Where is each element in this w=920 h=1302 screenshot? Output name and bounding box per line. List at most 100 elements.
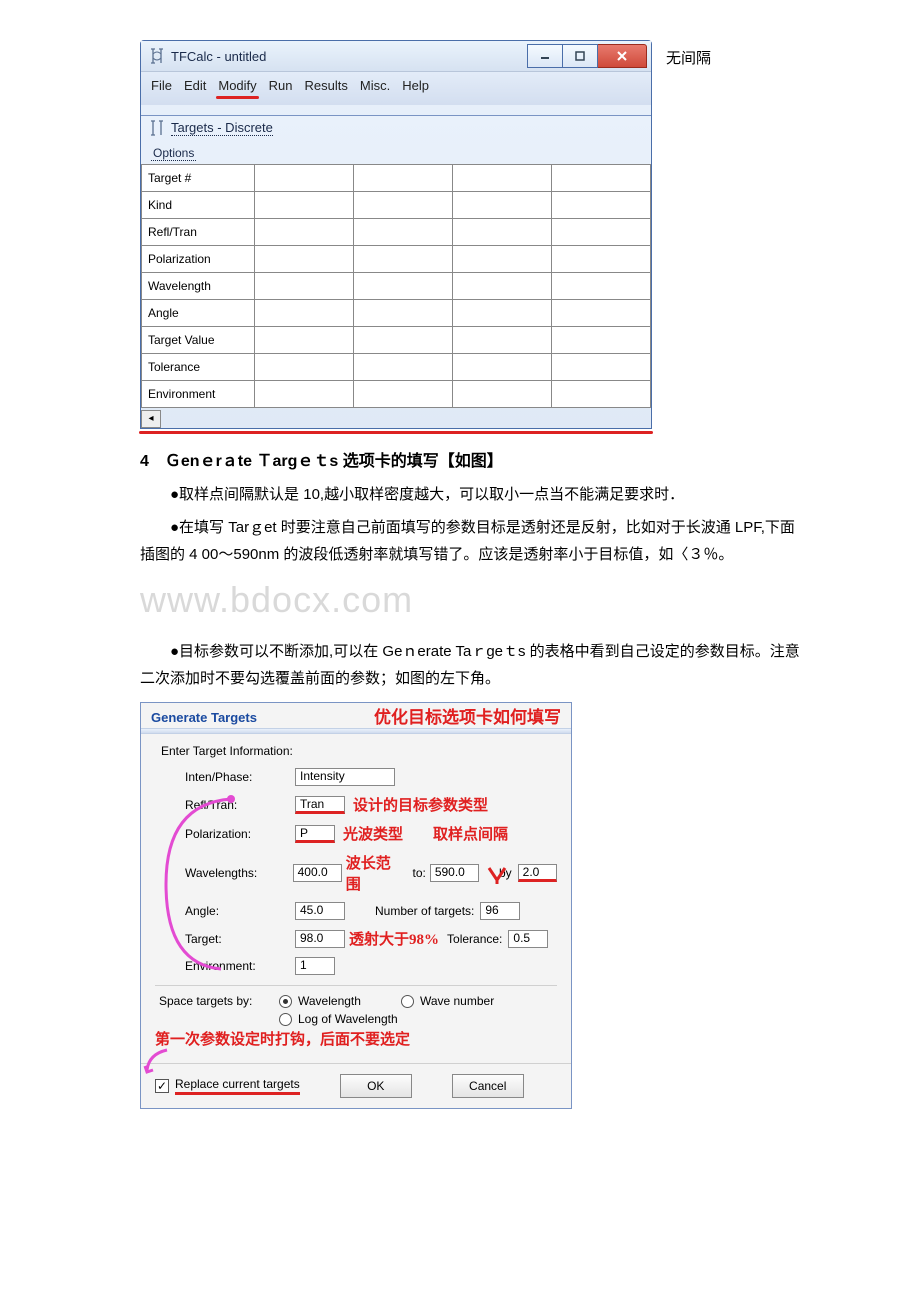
annotation: 取样点间隔 <box>433 823 508 844</box>
app-icon <box>149 48 165 64</box>
label: Environment: <box>155 959 295 973</box>
environment-field[interactable]: 1 <box>295 957 335 975</box>
table-cell[interactable] <box>552 219 651 246</box>
table-cell[interactable] <box>453 381 552 408</box>
menu-file[interactable]: File <box>151 78 172 93</box>
section-label: Enter Target Information: <box>161 744 557 758</box>
label: Wavelengths: <box>155 866 293 880</box>
radio-icon <box>401 995 414 1008</box>
cancel-button[interactable]: Cancel <box>452 1074 524 1098</box>
menu-help[interactable]: Help <box>402 78 429 93</box>
close-button[interactable] <box>598 44 647 68</box>
table-cell[interactable] <box>453 300 552 327</box>
tfcalc-window: TFCalc - untitled File Edit Modify Run R… <box>140 40 652 429</box>
minimize-button[interactable] <box>527 44 563 68</box>
side-label: 无间隔 <box>666 47 711 68</box>
num-targets-field[interactable]: 96 <box>480 902 520 920</box>
row-header: Environment <box>142 381 255 408</box>
menu-misc[interactable]: Misc. <box>360 78 390 93</box>
radio-icon <box>279 1013 292 1026</box>
table-cell[interactable] <box>354 246 453 273</box>
table-cell[interactable] <box>354 165 453 192</box>
maximize-button[interactable] <box>563 44 598 68</box>
inten-phase-field[interactable]: Intensity <box>295 768 395 786</box>
table-cell[interactable] <box>453 246 552 273</box>
options-menu[interactable]: Options <box>151 146 196 161</box>
label: Inten/Phase: <box>155 770 295 784</box>
row-header: Angle <box>142 300 255 327</box>
menu-edit[interactable]: Edit <box>184 78 206 93</box>
radio-wavelength[interactable]: Wavelength <box>279 994 361 1008</box>
paragraph: ●在填写 Tarｇet 时要注意自己前面填写的参数目标是透射还是反射，比如对于长… <box>140 514 800 633</box>
radio-icon <box>279 995 292 1008</box>
table-cell[interactable] <box>453 273 552 300</box>
table-cell[interactable] <box>255 246 354 273</box>
titlebar: TFCalc - untitled <box>141 41 651 72</box>
table-cell[interactable] <box>354 273 453 300</box>
table-cell[interactable] <box>255 165 354 192</box>
polarization-field[interactable]: P <box>295 825 335 843</box>
checkbox-label: Replace current targets <box>175 1077 300 1095</box>
section-heading: 4 Ｇenｅrａte Ｔargｅｔs 选项卡的填写【如图】 <box>140 447 800 471</box>
angle-field[interactable]: 45.0 <box>295 902 345 920</box>
table-cell[interactable] <box>255 219 354 246</box>
table-cell[interactable] <box>255 192 354 219</box>
label: Refl/Tran: <box>155 798 295 812</box>
target-field[interactable]: 98.0 <box>295 930 345 948</box>
row-header: Target # <box>142 165 255 192</box>
annotation: 透射大于98% <box>349 928 439 949</box>
table-cell[interactable] <box>552 354 651 381</box>
table-cell[interactable] <box>453 219 552 246</box>
table-cell[interactable] <box>552 192 651 219</box>
table-cell[interactable] <box>255 300 354 327</box>
table-cell[interactable] <box>453 327 552 354</box>
table-cell[interactable] <box>255 354 354 381</box>
refl-tran-field[interactable]: Tran <box>295 796 345 814</box>
replace-targets-checkbox[interactable] <box>155 1079 169 1093</box>
annotation: 第一次参数设定时打钩，后面不要选定 <box>155 1028 557 1049</box>
table-cell[interactable] <box>453 192 552 219</box>
table-cell[interactable] <box>354 381 453 408</box>
table-cell[interactable] <box>552 300 651 327</box>
paragraph-text: ●在填写 Tarｇet 时要注意自己前面填写的参数目标是透射还是反射，比如对于长… <box>140 514 800 568</box>
label: Angle: <box>155 904 295 918</box>
radio-label: Wave number <box>420 994 494 1008</box>
table-cell[interactable] <box>255 327 354 354</box>
table-cell[interactable] <box>255 381 354 408</box>
table-cell[interactable] <box>552 381 651 408</box>
wavelength-by-field[interactable]: 2.0 <box>518 864 557 882</box>
row-header: Polarization <box>142 246 255 273</box>
table-cell[interactable] <box>453 354 552 381</box>
ok-button[interactable]: OK <box>340 1074 412 1098</box>
table-cell[interactable] <box>354 300 453 327</box>
row-header: Wavelength <box>142 273 255 300</box>
row-header: Tolerance <box>142 354 255 381</box>
table-cell[interactable] <box>552 165 651 192</box>
table-cell[interactable] <box>354 219 453 246</box>
targets-table: Target # Kind Refl/Tran Polarization Wav… <box>141 164 651 408</box>
label: to: <box>412 866 425 880</box>
table-cell[interactable] <box>255 273 354 300</box>
menu-results[interactable]: Results <box>305 78 348 93</box>
table-cell[interactable] <box>354 354 453 381</box>
scroll-left-button[interactable]: ◂ <box>141 410 161 428</box>
menu-run[interactable]: Run <box>269 78 293 93</box>
table-cell[interactable] <box>552 273 651 300</box>
label: Polarization: <box>155 827 295 841</box>
watermark: www.bdocx.com <box>140 579 413 620</box>
wavelength-from-field[interactable]: 400.0 <box>293 864 342 882</box>
table-cell[interactable] <box>552 327 651 354</box>
table-cell[interactable] <box>552 246 651 273</box>
table-cell[interactable] <box>354 192 453 219</box>
wavelength-to-field[interactable]: 590.0 <box>430 864 479 882</box>
radio-log-wavelength[interactable]: Log of Wavelength <box>279 1012 494 1026</box>
table-cell[interactable] <box>453 165 552 192</box>
annotation: 波长范围 <box>346 852 405 894</box>
annotation: 设计的目标参数类型 <box>353 794 488 815</box>
app-icon <box>149 120 165 136</box>
menu-modify[interactable]: Modify <box>218 78 256 93</box>
tolerance-field[interactable]: 0.5 <box>508 930 548 948</box>
table-cell[interactable] <box>354 327 453 354</box>
label: Number of targets: <box>375 904 474 918</box>
radio-wavenumber[interactable]: Wave number <box>401 994 494 1008</box>
